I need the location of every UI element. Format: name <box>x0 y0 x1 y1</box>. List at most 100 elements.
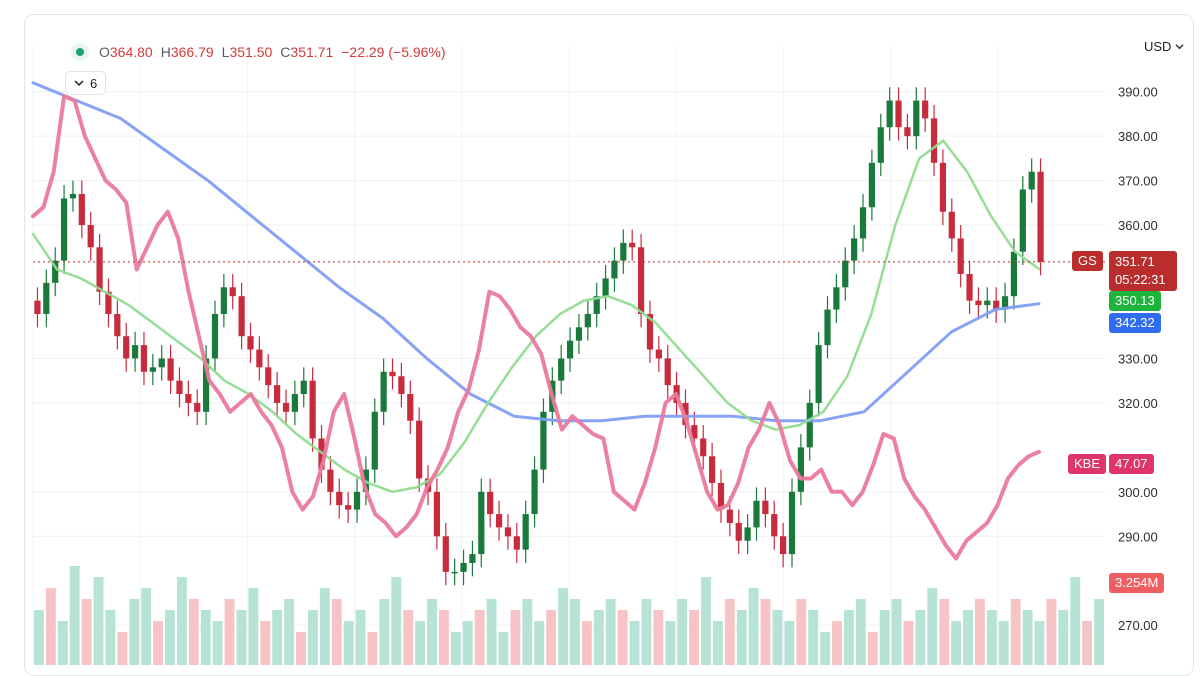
candle-body <box>824 309 831 346</box>
volume-bar <box>176 577 187 665</box>
ohlc-key: C <box>280 44 291 60</box>
volume-bar <box>224 599 235 665</box>
candle-body <box>868 162 876 208</box>
candle-body <box>717 482 725 510</box>
gs-price-badge: 351.71 05:22:31 <box>1109 251 1177 291</box>
volume-bar <box>45 588 56 665</box>
candle-body <box>664 358 671 386</box>
volume-bar <box>617 610 628 665</box>
volume-bar <box>510 610 521 665</box>
volume-bar <box>1046 599 1057 665</box>
candle-body <box>451 571 458 574</box>
volume-bar <box>748 588 759 665</box>
volume-bar <box>939 599 950 665</box>
volume-bar <box>784 621 795 665</box>
volume-bar <box>188 599 199 665</box>
candle-body <box>69 193 77 199</box>
volume-bar <box>974 599 985 665</box>
indicators-toggle-button[interactable]: 6 <box>65 71 107 95</box>
volume-bar <box>260 621 271 665</box>
candle-body <box>87 225 94 248</box>
candle-body <box>788 491 796 555</box>
candle-body <box>531 469 538 515</box>
volume-bar <box>498 632 509 665</box>
volume-bar <box>1022 610 1033 665</box>
volume-bar <box>867 632 878 665</box>
volume-bar <box>379 599 390 665</box>
currency-selector[interactable]: USD <box>1144 39 1184 54</box>
volume-bar <box>200 610 211 665</box>
volume-bar <box>486 599 497 665</box>
volume-bar <box>879 610 890 665</box>
volume-bar <box>403 610 414 665</box>
candle-body <box>611 260 618 279</box>
candle-body <box>389 371 396 377</box>
candle-body <box>913 100 920 137</box>
volume-bar <box>165 610 175 665</box>
y-tick-label: 270.00 <box>1118 618 1158 633</box>
ohlc-value: 351.50 <box>229 44 273 60</box>
candle-body <box>345 505 352 510</box>
candle-body <box>877 127 884 163</box>
price-chart[interactable]: 390.00 380.00 370.00 360.00 330.00 320.00 300.… <box>25 15 1193 675</box>
volume-bar <box>296 632 306 665</box>
volume-bar <box>438 610 449 665</box>
candle-body <box>167 358 174 381</box>
volume-bar <box>712 621 723 665</box>
candle-body <box>469 554 476 563</box>
volume-bar <box>522 599 533 665</box>
ma-fast-line <box>31 139 1041 494</box>
ohlc-key: O <box>99 44 110 60</box>
candle-body <box>726 509 733 523</box>
volume-bar <box>927 588 938 665</box>
candle-body <box>487 491 494 515</box>
candle-body <box>495 514 503 528</box>
volume-bar <box>427 599 437 665</box>
gs-countdown: 05:22:31 <box>1115 272 1166 287</box>
candle-body <box>815 345 822 403</box>
volume-bar <box>284 599 295 665</box>
volume-bar <box>546 610 557 665</box>
candle-body <box>433 491 441 537</box>
candle-body <box>930 118 938 163</box>
candle-body <box>309 380 316 439</box>
volume-bar <box>367 632 378 665</box>
volume-bar <box>272 610 283 665</box>
candle-body <box>442 536 449 572</box>
candle-body <box>753 500 760 528</box>
volume-bar <box>796 599 807 665</box>
status-dot-icon <box>71 43 89 61</box>
candle-body <box>327 469 334 492</box>
currency-label: USD <box>1144 39 1172 54</box>
volume-bar <box>1034 621 1045 665</box>
candle-body <box>407 394 414 421</box>
candle-body <box>460 562 467 572</box>
volume-bar <box>129 599 140 665</box>
volume-bar <box>141 588 152 665</box>
y-tick-label: 390.00 <box>1118 85 1158 100</box>
candle-body <box>922 100 929 119</box>
candle-body <box>398 376 405 395</box>
volume-bar <box>677 599 688 665</box>
volume-bar <box>915 610 926 665</box>
chevron-down-icon <box>1175 44 1184 50</box>
ohlc-value: 351.71 <box>290 44 334 60</box>
volume-bar <box>248 588 259 665</box>
y-tick-label: 360.00 <box>1118 218 1158 233</box>
volume-bar <box>581 621 592 665</box>
candle-body <box>131 345 139 359</box>
volume-bar <box>1094 599 1104 665</box>
volume-bar <box>641 599 652 665</box>
volume-bar <box>558 588 568 665</box>
volume-bar <box>724 599 735 665</box>
candle-body <box>238 296 245 337</box>
candle-body <box>123 336 130 359</box>
ma-slow-line <box>31 81 1041 423</box>
chart-frame: 390.00 380.00 370.00 360.00 330.00 320.00 300.… <box>24 14 1194 676</box>
ma-slow-badge: 342.32 <box>1109 313 1161 333</box>
candle-body <box>735 522 742 541</box>
gs-symbol-badge: GS <box>1072 251 1103 271</box>
candle-body <box>282 402 290 412</box>
ohlc-values: O364.80 H366.79 L351.50 C351.71 −22.29 (−5.9… <box>99 44 454 60</box>
candle-body <box>52 260 59 283</box>
